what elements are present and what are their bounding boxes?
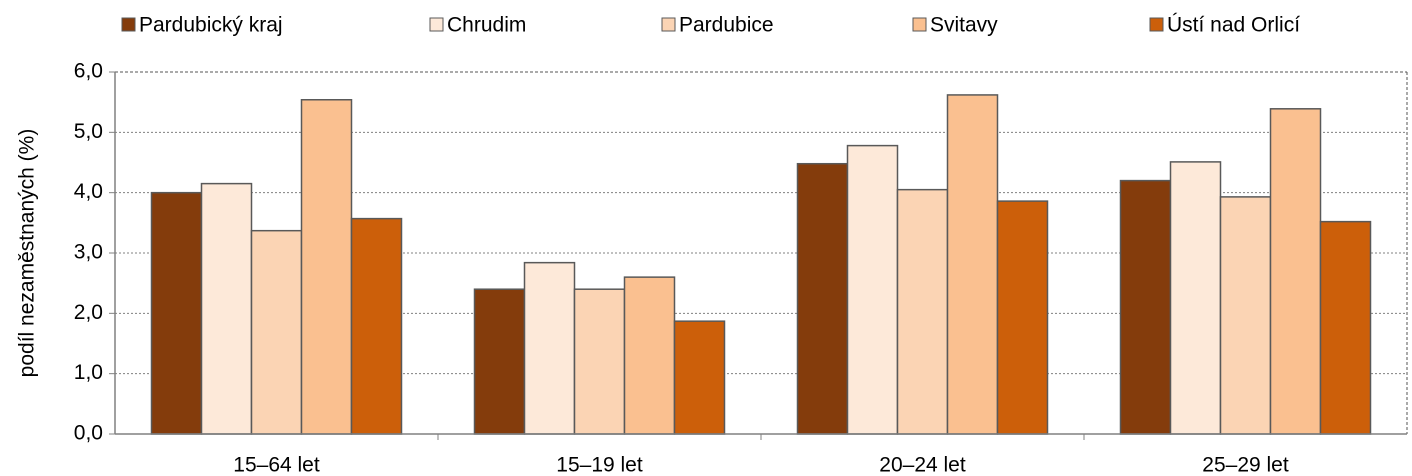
y-axis-label: podíl nezaměstnaných (%) [16,129,39,378]
bar [896,188,949,435]
y-tick-label: 3,0 [74,241,103,264]
legend-swatch [121,17,136,32]
y-tick-label: 2,0 [74,301,103,324]
legend-label: Ústí nad Orlicí [1167,14,1300,37]
y-tick-label: 1,0 [74,361,103,384]
bar [473,288,526,435]
bar [150,191,203,435]
legend-label: Chrudim [447,14,526,37]
legend-swatch [912,17,927,32]
x-tick-label: 20–24 let [879,454,966,476]
y-tick-label: 6,0 [74,60,103,83]
y-tick-label: 0,0 [74,422,103,445]
bar [996,200,1049,435]
bar [846,144,899,435]
legend-swatch [1149,17,1164,32]
bar [1219,196,1272,435]
bar [1119,179,1172,435]
bar [350,217,403,435]
bar [796,162,849,435]
bar [673,320,726,435]
bar [250,229,303,435]
x-tick-label: 15–19 let [556,454,643,476]
bar [523,261,576,435]
legend-label: Pardubice [679,14,774,37]
bar [573,288,626,435]
x-tick-label: 25–29 let [1202,454,1289,476]
bar [300,99,353,435]
legend-swatch [429,17,444,32]
bar [1169,161,1222,435]
bar [946,94,999,435]
legend-label: Svitavy [930,14,998,37]
bar [1319,220,1372,435]
bar [623,276,676,435]
y-tick-label: 4,0 [74,180,103,203]
legend-label: Pardubický kraj [139,14,283,37]
bar [1269,108,1322,435]
legend-swatch [661,17,676,32]
bar [200,182,253,435]
x-tick-label: 15–64 let [233,454,320,476]
y-tick-label: 5,0 [74,120,103,143]
